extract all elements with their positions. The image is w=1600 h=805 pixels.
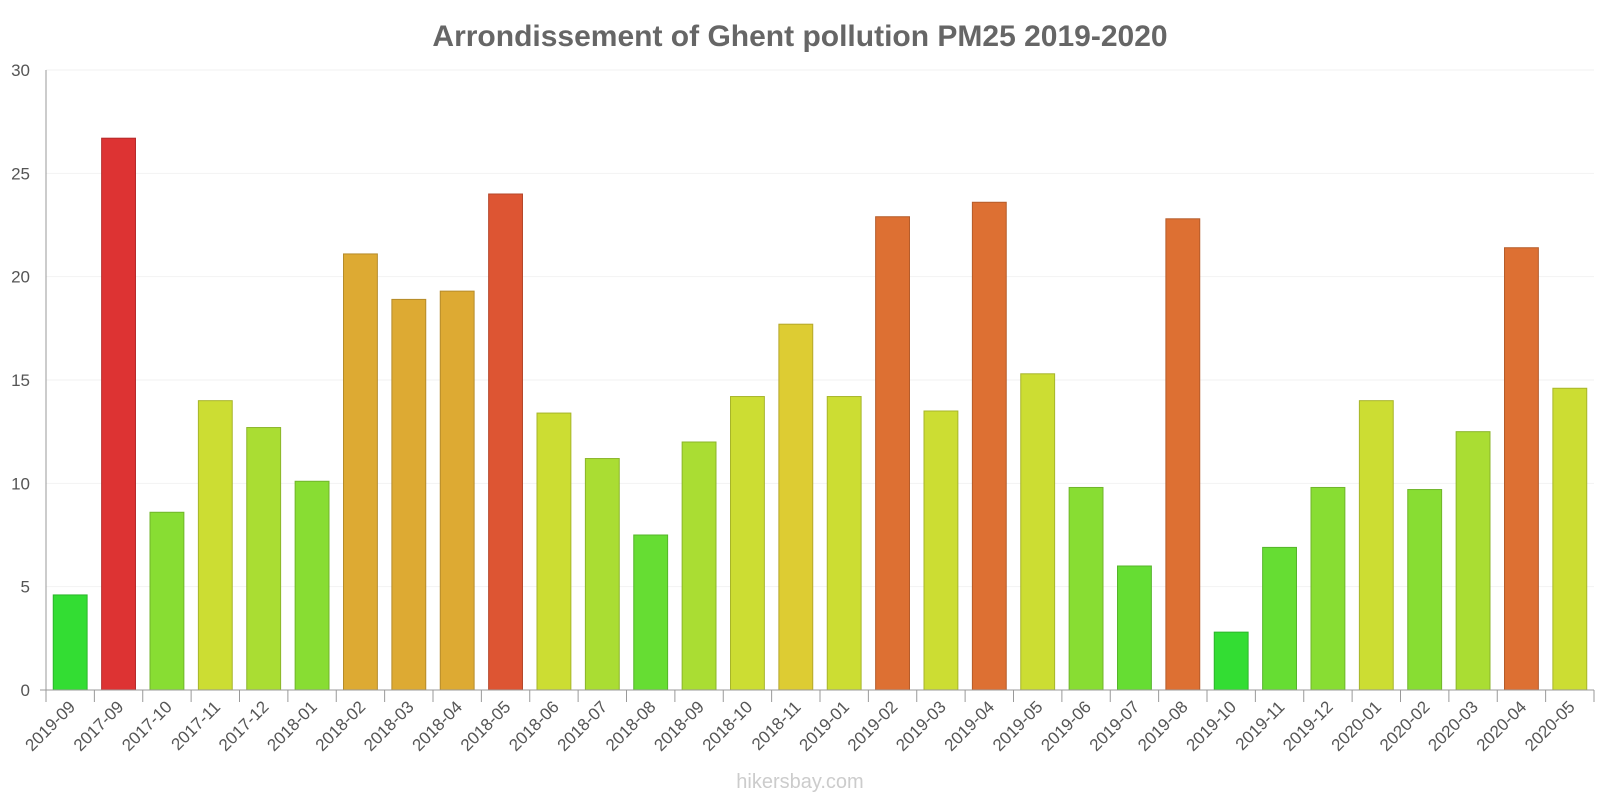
x-tick-label: 2019-10 xyxy=(1182,697,1240,755)
y-tick-label: 5 xyxy=(21,578,30,597)
x-tick-label: 2018-02 xyxy=(312,697,370,755)
bar-2020-03 xyxy=(1455,431,1491,691)
bars xyxy=(52,137,1588,691)
x-axis-ticks: 2019-092017-092017-102017-112017-122018-… xyxy=(21,690,1595,755)
x-tick-label: 2019-08 xyxy=(1134,697,1192,755)
bar-2018-01 xyxy=(294,480,330,691)
y-tick-label: 10 xyxy=(11,474,30,493)
bar-2019-05 xyxy=(1020,373,1056,691)
bar-2018-08 xyxy=(633,534,669,691)
watermark: hikersbay.com xyxy=(736,771,863,793)
bar-2019-11 xyxy=(1262,546,1297,691)
x-tick-label: 2020-02 xyxy=(1376,697,1434,755)
bar-2018-02 xyxy=(343,253,378,691)
x-tick-label: 2018-06 xyxy=(505,697,563,755)
x-tick-label: 2018-10 xyxy=(699,697,757,755)
x-tick-label: 2019-06 xyxy=(1037,697,1095,755)
bar-2020-05 xyxy=(1552,387,1588,691)
x-tick-label: 2018-11 xyxy=(748,697,805,754)
bar-2018-10 xyxy=(730,396,765,691)
bar-2018-11 xyxy=(778,323,814,691)
bar-2019-07 xyxy=(1117,565,1152,691)
x-tick-label: 2019-02 xyxy=(844,697,902,755)
x-tick-label: 2020-03 xyxy=(1424,697,1482,755)
x-tick-label: 2017-09 xyxy=(70,697,128,755)
y-tick-label: 20 xyxy=(11,268,30,287)
bar-2019-01 xyxy=(826,396,862,691)
bar-2019-03 xyxy=(923,410,959,691)
x-tick-label: 2020-05 xyxy=(1521,697,1579,755)
x-tick-label: 2019-12 xyxy=(1279,697,1337,755)
x-tick-label: 2019-11 xyxy=(1232,697,1289,754)
x-tick-label: 2017-10 xyxy=(118,697,176,755)
bar-2018-03 xyxy=(391,298,427,691)
x-tick-label: 2019-04 xyxy=(941,697,999,755)
x-tick-label: 2018-01 xyxy=(263,697,321,755)
bar-2019-10 xyxy=(1213,631,1249,691)
bar-2018-06 xyxy=(536,412,572,691)
x-tick-label: 2018-05 xyxy=(457,697,515,755)
bar-2018-07 xyxy=(584,458,620,691)
bar-2019-06 xyxy=(1068,486,1104,691)
bar-2018-05 xyxy=(488,193,523,691)
axes xyxy=(40,70,1594,691)
x-tick-label: 2018-08 xyxy=(602,697,660,755)
bar-2018-04 xyxy=(439,290,475,691)
bar-2019-12 xyxy=(1310,486,1346,691)
x-tick-label: 2017-11 xyxy=(167,697,224,754)
x-tick-label: 2019-03 xyxy=(892,697,950,755)
y-axis-ticks: 0 5 10 15 20 25 30 xyxy=(11,61,30,700)
y-tick-label: 15 xyxy=(11,371,30,390)
x-tick-label: 2020-01 xyxy=(1328,697,1386,755)
bar-2019-08 xyxy=(1165,218,1201,691)
x-tick-label: 2018-04 xyxy=(408,697,466,755)
y-tick-label: 25 xyxy=(11,164,30,183)
bar-2020-01 xyxy=(1358,400,1394,691)
x-tick-label: 2017-12 xyxy=(215,697,273,755)
x-tick-label: 2019-09 xyxy=(21,697,79,755)
bar-2020-02 xyxy=(1407,489,1443,691)
y-tick-label: 0 xyxy=(21,681,30,700)
bar-2019-04 xyxy=(971,201,1007,691)
y-tick-label: 30 xyxy=(11,61,30,80)
x-tick-label: 2019-05 xyxy=(989,697,1047,755)
bar-2017-12 xyxy=(246,427,282,691)
bar-2018-09 xyxy=(681,441,717,691)
x-tick-label: 2019-07 xyxy=(1086,697,1144,755)
x-tick-label: 2018-09 xyxy=(650,697,708,755)
bar-2019-09 xyxy=(52,594,88,691)
x-tick-label: 2019-01 xyxy=(795,697,853,755)
bar-2019-02 xyxy=(875,216,910,691)
chart-title: Arrondissement of Ghent pollution PM25 2… xyxy=(432,20,1167,53)
x-tick-label: 2018-07 xyxy=(554,697,612,755)
bar-2017-09 xyxy=(101,137,136,691)
bar-2017-11 xyxy=(197,400,233,691)
x-tick-label: 2018-03 xyxy=(360,697,418,755)
x-tick-label: 2020-04 xyxy=(1473,697,1531,755)
bar-2020-04 xyxy=(1504,247,1539,691)
bar-2017-10 xyxy=(149,511,185,691)
